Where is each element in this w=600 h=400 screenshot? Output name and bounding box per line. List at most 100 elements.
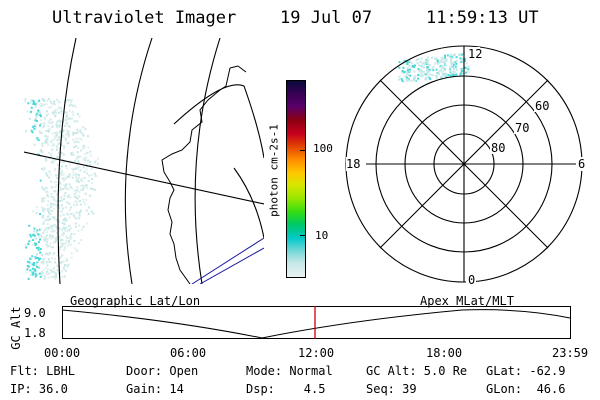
aurora-pixel	[33, 257, 36, 260]
aurora-pixel	[38, 258, 40, 261]
aurora-pixel	[65, 115, 68, 118]
aurora-pixel	[37, 233, 40, 236]
aurora-pixel	[97, 157, 99, 160]
aurora-pixel	[44, 158, 47, 161]
aurora-pixel	[449, 68, 452, 71]
aurora-pixel	[421, 62, 424, 65]
aurora-pixel	[442, 74, 445, 77]
aurora-pixel	[46, 191, 49, 194]
aurora-pixel	[96, 162, 99, 165]
aurora-pixel	[60, 109, 63, 112]
aurora-pixel	[68, 202, 71, 205]
aurora-pixel	[34, 272, 37, 275]
aurora-pixel	[73, 160, 76, 163]
aurora-pixel	[50, 161, 53, 164]
aurora-pixel	[42, 169, 45, 172]
aurora-pixel	[46, 210, 49, 213]
aurora-pixel	[33, 238, 36, 241]
aurora-pixel	[408, 68, 411, 71]
aurora-pixel	[78, 217, 81, 220]
aurora-pixel	[436, 75, 439, 78]
aurora-pixel	[58, 236, 61, 239]
aurora-pixel	[27, 277, 30, 280]
aurora-pixel	[455, 73, 458, 76]
aurora-pixel	[467, 68, 470, 71]
altitude-timeline	[62, 306, 571, 339]
aurora-pixel	[424, 78, 427, 81]
aurora-pixel	[74, 200, 77, 203]
aurora-pixel	[56, 193, 59, 196]
aurora-pixel	[74, 191, 77, 194]
aurora-pixel	[454, 61, 457, 64]
aurora-pixel	[62, 218, 65, 221]
aurora-pixel	[453, 70, 456, 73]
aurora-pixel	[439, 65, 442, 67]
aurora-pixel	[51, 121, 54, 124]
aurora-pixel	[54, 238, 57, 241]
aurora-pixel	[54, 181, 56, 184]
aurora-pixel	[73, 168, 76, 171]
aurora-pixel	[47, 120, 50, 123]
aurora-pixel	[34, 236, 37, 239]
aurora-pixel	[441, 64, 444, 67]
aurora-pixel	[80, 131, 83, 134]
aurora-pixel	[459, 53, 462, 56]
aurora-pixel	[49, 261, 52, 264]
aurora-pixel	[41, 151, 44, 154]
aurora-pixel	[50, 121, 53, 124]
aurora-pixel	[49, 242, 52, 245]
aurora-pixel	[49, 106, 52, 109]
aurora-pixel	[37, 113, 40, 116]
observation-date: 19 Jul 07	[280, 8, 373, 28]
aurora-pixel	[85, 222, 88, 225]
aurora-pixel	[49, 218, 52, 220]
aurora-pixel	[47, 106, 50, 109]
aurora-pixel	[89, 164, 92, 167]
aurora-pixel	[56, 108, 59, 111]
aurora-pixel	[35, 126, 37, 129]
aurora-pixel	[54, 137, 56, 140]
aurora-pixel	[54, 114, 57, 117]
aurora-pixel	[61, 239, 64, 241]
aurora-pixel	[52, 246, 54, 249]
aurora-pixel	[41, 200, 44, 203]
aurora-pixel	[65, 186, 67, 189]
aurora-pixel	[37, 248, 40, 251]
aurora-pixel	[78, 242, 80, 245]
aurora-pixel	[71, 213, 74, 216]
aurora-pixel	[56, 205, 59, 208]
aurora-pixel	[70, 236, 73, 239]
aurora-pixel	[42, 197, 45, 200]
aurora-pixel	[75, 167, 78, 170]
aurora-pixel	[85, 156, 88, 159]
aurora-pixel	[76, 249, 79, 252]
aurora-pixel	[43, 235, 46, 238]
aurora-pixel	[48, 128, 51, 131]
aurora-pixel	[444, 74, 447, 77]
aurora-pixel	[461, 73, 463, 76]
gc-alt-max: 9.0	[24, 306, 46, 320]
aurora-pixel	[39, 251, 42, 254]
aurora-pixel	[68, 229, 71, 232]
aurora-pixel	[63, 145, 66, 148]
colorbar-unit-label: photon cm-2s-1	[267, 124, 281, 217]
aurora-pixel	[428, 76, 431, 79]
aurora-pixel	[65, 239, 68, 242]
aurora-pixel	[53, 203, 56, 206]
aurora-pixel	[45, 159, 48, 162]
aurora-pixel	[45, 140, 47, 143]
aurora-pixel	[85, 199, 88, 201]
lat-label-70: 70	[515, 121, 529, 135]
aurora-pixel	[62, 130, 65, 132]
aurora-pixel	[47, 272, 50, 275]
aurora-pixel	[79, 203, 82, 206]
aurora-pixel	[69, 212, 72, 215]
aurora-pixel	[35, 116, 38, 119]
aurora-pixel	[462, 61, 465, 64]
aurora-pixel	[410, 79, 413, 82]
aurora-pixel	[87, 146, 90, 149]
aurora-pixel	[464, 59, 466, 62]
aurora-pixel	[31, 239, 34, 242]
aurora-pixel	[55, 273, 58, 276]
aurora-pixel	[400, 78, 403, 80]
